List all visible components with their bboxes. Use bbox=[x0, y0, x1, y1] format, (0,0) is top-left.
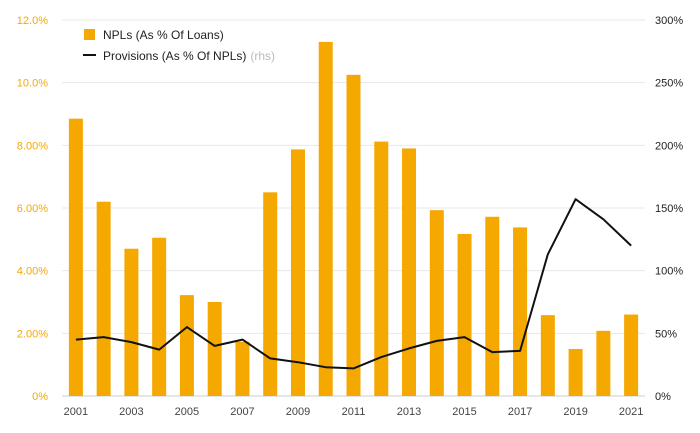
x-tick-label: 2015 bbox=[452, 406, 476, 418]
left-tick-label: 2.00% bbox=[17, 328, 48, 340]
legend-provisions-label: Provisions (As % Of NPLs) (rhs) bbox=[103, 49, 275, 63]
x-tick-label: 2007 bbox=[230, 406, 254, 418]
x-tick-label: 2005 bbox=[175, 406, 199, 418]
left-tick-label: 4.00% bbox=[17, 266, 48, 278]
legend-provisions-note: (rhs) bbox=[250, 49, 275, 63]
right-axis-ticks: 0% 50% 100% 150% 200% 250% 300% bbox=[655, 15, 683, 403]
npl-bar-2004 bbox=[152, 237, 167, 396]
left-axis-ticks: 0% 2.00% 4.00% 6.00% 8.00% 10.0% 12.0% bbox=[17, 15, 48, 403]
npl-bar-2011 bbox=[346, 74, 361, 396]
x-tick-label: 2021 bbox=[619, 406, 643, 418]
npl-bar-2013 bbox=[402, 148, 417, 396]
right-tick-label: 100% bbox=[655, 266, 683, 278]
legend-npl-swatch bbox=[84, 29, 95, 40]
legend: NPLs (As % Of Loans) Provisions (As % Of… bbox=[83, 28, 275, 63]
npl-bar-2010 bbox=[318, 41, 333, 396]
left-tick-label: 6.00% bbox=[17, 203, 48, 215]
provisions-line bbox=[75, 198, 632, 370]
right-tick-label: 300% bbox=[655, 15, 683, 27]
npl-bar-2021 bbox=[624, 314, 639, 396]
npl-bar-2002 bbox=[96, 201, 111, 396]
x-tick-label: 2017 bbox=[508, 406, 532, 418]
npl-bar-2014 bbox=[429, 210, 444, 396]
left-tick-label: 0% bbox=[32, 391, 48, 403]
x-tick-label: 2009 bbox=[286, 406, 310, 418]
npl-bar-2015 bbox=[457, 234, 472, 396]
npl-bar-2019 bbox=[568, 349, 583, 396]
legend-npl-label: NPLs (As % Of Loans) bbox=[103, 28, 224, 42]
npl-bar-2009 bbox=[290, 149, 305, 396]
x-axis-ticks: 2001 2003 2005 2007 2009 2011 2013 2015 2017 2019… bbox=[64, 406, 644, 418]
npl-bars bbox=[68, 41, 639, 396]
left-tick-label: 12.0% bbox=[17, 15, 48, 27]
legend-provisions-name: Provisions (As % Of NPLs) bbox=[103, 49, 246, 63]
x-tick-label: 2011 bbox=[342, 406, 366, 418]
npl-bar-2006 bbox=[207, 302, 222, 396]
npl-bar-2018 bbox=[540, 315, 555, 396]
right-tick-label: 0% bbox=[655, 391, 671, 403]
npl-bar-2012 bbox=[374, 141, 389, 396]
left-tick-label: 10.0% bbox=[17, 78, 48, 90]
npl-bar-2005 bbox=[179, 295, 194, 396]
right-tick-label: 50% bbox=[655, 328, 677, 340]
right-tick-label: 150% bbox=[655, 203, 683, 215]
npl-bar-2017 bbox=[513, 227, 528, 396]
x-tick-label: 2003 bbox=[119, 406, 143, 418]
x-tick-label: 2001 bbox=[64, 406, 88, 418]
npl-bar-2007 bbox=[235, 341, 250, 396]
x-tick-label: 2013 bbox=[397, 406, 421, 418]
left-tick-label: 8.00% bbox=[17, 140, 48, 152]
npl-bar-2016 bbox=[485, 216, 500, 396]
right-tick-label: 200% bbox=[655, 140, 683, 152]
right-tick-label: 250% bbox=[655, 78, 683, 90]
npl-bar-2008 bbox=[263, 192, 278, 396]
npl-bar-2003 bbox=[124, 248, 139, 396]
npl-bar-2020 bbox=[596, 330, 611, 396]
npl-bar-2001 bbox=[68, 118, 83, 396]
x-tick-label: 2019 bbox=[563, 406, 587, 418]
